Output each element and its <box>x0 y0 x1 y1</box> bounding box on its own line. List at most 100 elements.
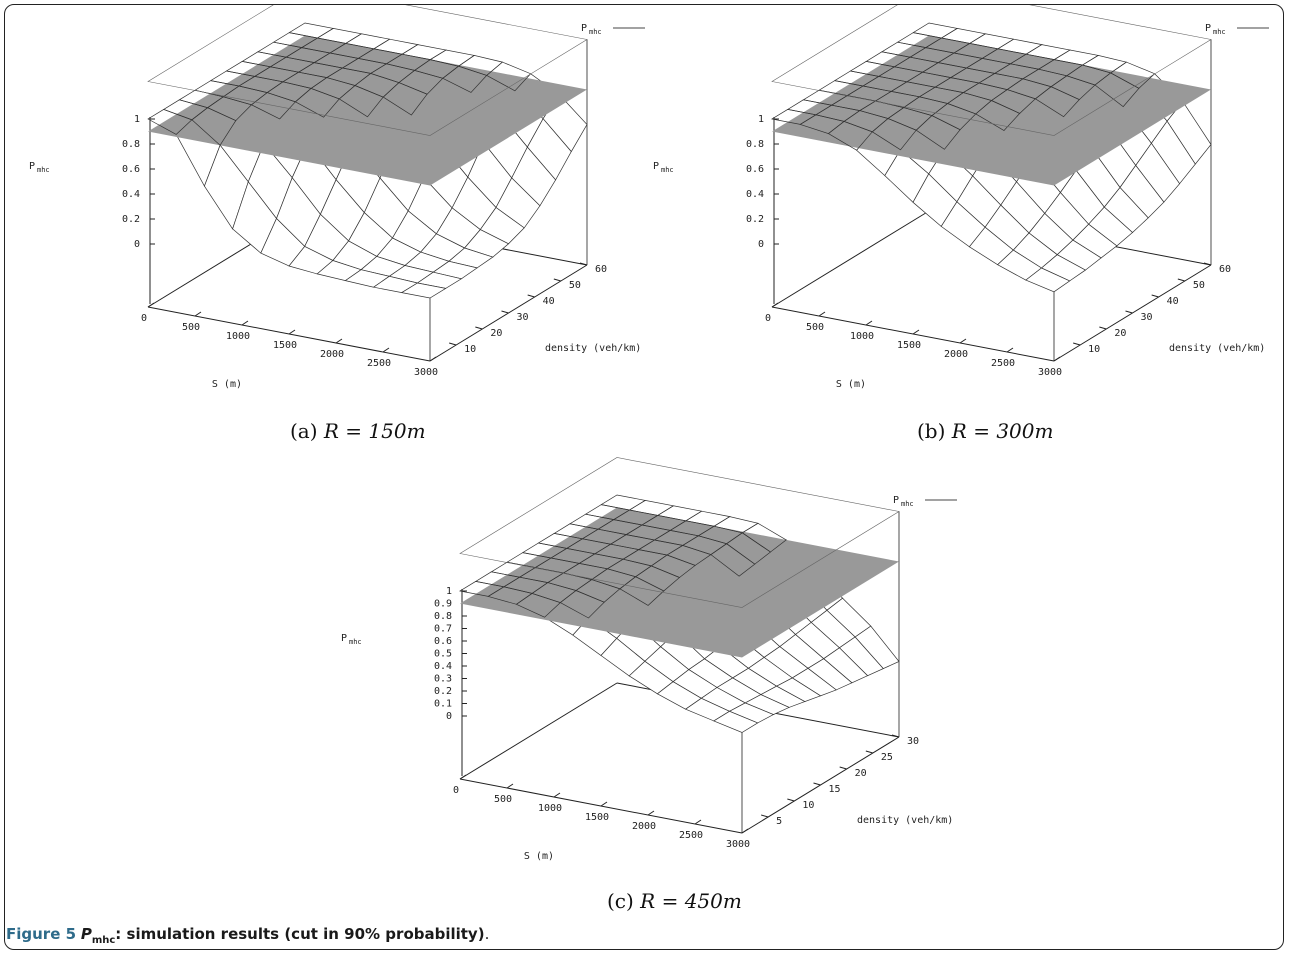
surface-cell <box>382 82 428 116</box>
x-tick <box>553 792 561 798</box>
y-tick <box>865 750 873 754</box>
x-tick <box>288 329 296 335</box>
z-tick-label: 0.8 <box>434 611 452 622</box>
x-tick <box>771 302 779 308</box>
y-tick-label: 60 <box>595 264 607 275</box>
y-tick-label: 5 <box>776 816 782 827</box>
y-tick-label: 20 <box>1114 328 1126 339</box>
y-tick-label: 10 <box>1088 344 1100 355</box>
y-axis-label: density (veh/km) <box>1169 343 1265 354</box>
z-tick-label: 0.7 <box>434 624 452 635</box>
surface-group: 00.20.40.60.8105001000150020002500300010… <box>653 5 1269 390</box>
x-tick-label: 500 <box>182 322 200 333</box>
y-tick <box>787 798 795 802</box>
caption-b-math: R = 300m <box>951 419 1054 443</box>
surface-cell <box>515 593 561 618</box>
legend-label: P <box>1205 23 1211 34</box>
x-tick <box>429 356 437 362</box>
y-tick <box>1151 294 1159 298</box>
x-tick-label: 0 <box>765 313 771 324</box>
x-tick <box>1006 347 1014 353</box>
x-axis-label: S (m) <box>836 379 866 390</box>
z-tick-label: 0 <box>446 711 452 722</box>
surface-cell <box>619 576 665 606</box>
y-tick <box>891 734 900 738</box>
z-tick-label: 0.4 <box>122 189 140 200</box>
surface-cell <box>1034 86 1080 118</box>
y-tick <box>1099 326 1107 330</box>
plot-b: 0 0.2 0.4 0.6 0.8 1 0 500 1000 1500 2000 2500 3000 10… <box>647 5 1283 402</box>
y-tick-label: 40 <box>543 296 555 307</box>
y-tick-label: 20 <box>490 328 502 339</box>
y-tick <box>1125 310 1133 314</box>
y-tick <box>553 278 561 282</box>
surface-cell <box>600 494 647 511</box>
z-axis-label-sub: mhc <box>37 166 50 174</box>
caption-a-label: (a) <box>290 419 318 443</box>
y-tick-label: 15 <box>829 784 841 795</box>
figure-label: Figure 5 <box>6 925 77 943</box>
surface-cell <box>288 22 335 39</box>
x-tick-label: 2000 <box>944 349 968 360</box>
y-tick <box>579 262 588 266</box>
legend-label-sub: mhc <box>1213 28 1226 36</box>
z-axis-label: P <box>653 161 659 172</box>
x-tick-label: 3000 <box>1038 367 1062 378</box>
y-tick-label: 20 <box>855 768 867 779</box>
x-tick-label: 1000 <box>226 331 250 342</box>
figure-end: . <box>484 925 490 943</box>
x-tick-label: 0 <box>141 313 147 324</box>
y-tick <box>761 814 769 818</box>
y-tick-label: 50 <box>1193 280 1205 291</box>
figure-caption: Figure 5 Pmhc: simulation results (cut i… <box>6 925 489 946</box>
surface-mesh <box>147 5 588 299</box>
z-tick-label: 0.5 <box>434 649 452 660</box>
x-tick <box>1053 356 1061 362</box>
surface-group: 00.10.20.30.40.50.60.70.80.9105001000150… <box>341 457 957 862</box>
y-tick-label: 10 <box>464 344 476 355</box>
surface-cell <box>442 65 488 93</box>
y-tick-label: 30 <box>907 736 919 747</box>
z-tick-label: 0.8 <box>122 139 140 150</box>
z-axis-label-sub: mhc <box>349 638 362 646</box>
y-axis-label: density (veh/km) <box>857 815 953 826</box>
y-tick-label: 60 <box>1219 264 1231 275</box>
surface-cell <box>713 710 759 733</box>
y-tick-label: 30 <box>517 312 529 323</box>
box-top <box>459 457 900 608</box>
z-tick-label: 0.2 <box>434 686 452 697</box>
caption-c: (c) R = 450m <box>607 889 742 913</box>
y-tick <box>527 294 535 298</box>
surface-chart-b: 00.20.40.60.8105001000150020002500300010… <box>653 5 1269 390</box>
x-tick <box>818 311 826 317</box>
z-axis-label: P <box>341 633 347 644</box>
surface-cell <box>915 115 961 150</box>
figure-title: : simulation results (cut in 90% probabi… <box>115 925 485 943</box>
x-axis-label: S (m) <box>212 379 242 390</box>
x-axis-label: S (m) <box>524 851 554 862</box>
y-tick-label: 10 <box>802 800 814 811</box>
box-top <box>771 5 1212 136</box>
z-axis-label-sub: mhc <box>661 166 674 174</box>
surface-cell <box>975 100 1021 131</box>
y-tick <box>813 782 821 786</box>
surface-mesh <box>459 457 900 733</box>
surface-cell <box>827 121 873 151</box>
x-tick <box>506 783 514 789</box>
caption-a: (a) R = 150m <box>290 419 426 443</box>
cut-plane-90 <box>460 507 899 658</box>
x-tick <box>647 810 655 816</box>
cut-plane-90 <box>148 35 587 186</box>
z-tick-label: 0.4 <box>746 189 764 200</box>
figure-frame: 0 0.2 0.4 0.6 0.8 1 0 500 1000 1500 2000 2500 3000 10… <box>4 4 1284 950</box>
legend-label-sub: mhc <box>901 500 914 508</box>
surface-cell <box>1094 72 1140 108</box>
z-tick-label: 0.3 <box>434 674 452 685</box>
x-tick <box>194 311 202 317</box>
z-tick-label: 1 <box>446 586 452 597</box>
y-tick <box>475 326 483 330</box>
caption-a-math: R = 150m <box>323 419 426 443</box>
back-floor-line <box>459 682 618 780</box>
surface-group: 00.20.40.60.8105001000150020002500300010… <box>29 5 645 390</box>
x-tick-label: 500 <box>494 794 512 805</box>
